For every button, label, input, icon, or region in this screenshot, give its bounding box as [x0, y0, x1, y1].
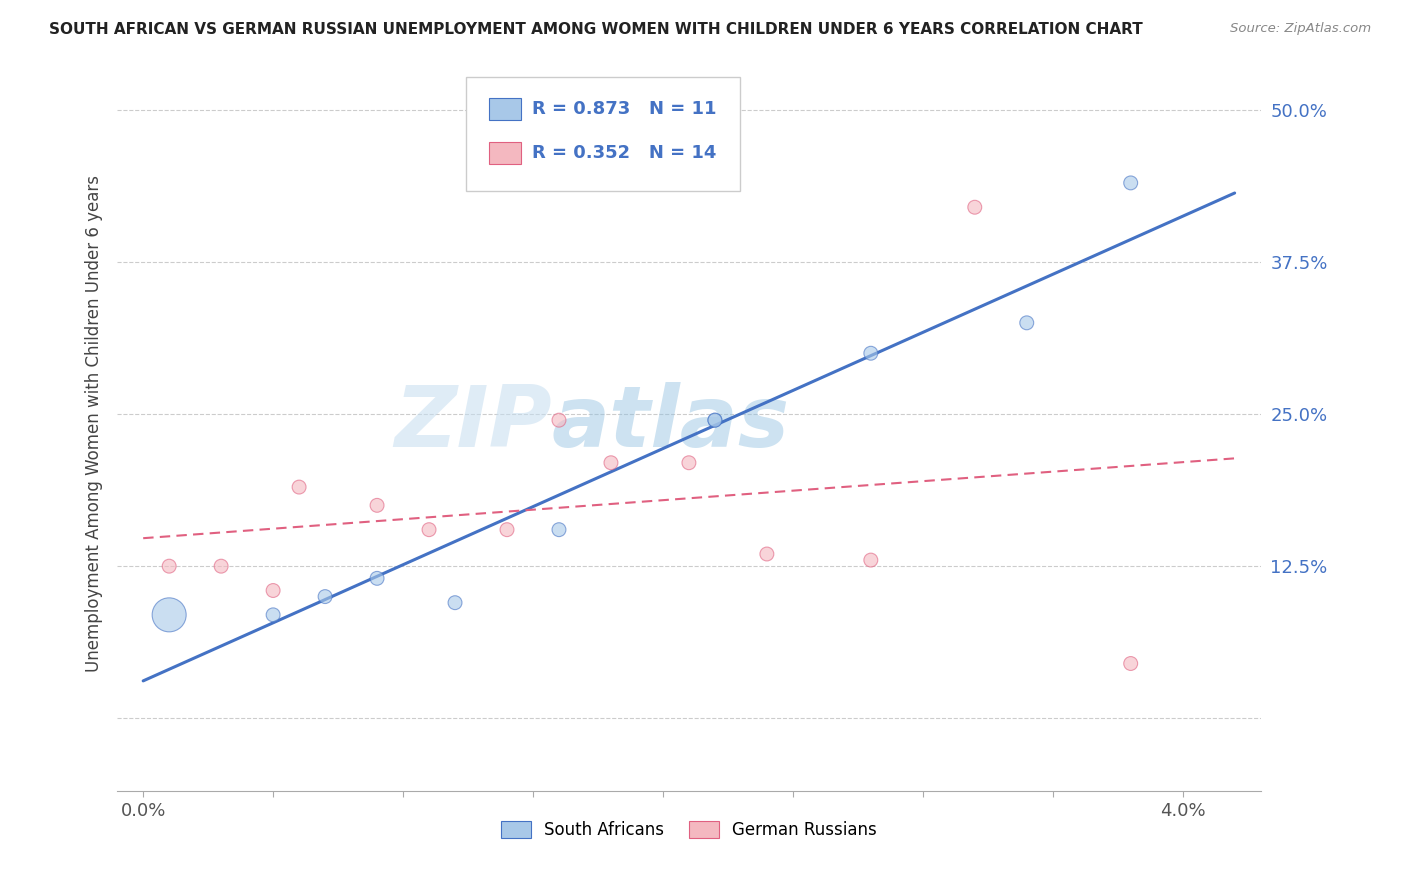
- Point: [703, 413, 725, 427]
- Point: [859, 346, 882, 360]
- Text: Source: ZipAtlas.com: Source: ZipAtlas.com: [1230, 22, 1371, 36]
- Point: [496, 523, 519, 537]
- Point: [314, 590, 336, 604]
- Point: [157, 559, 180, 574]
- Bar: [489, 98, 520, 120]
- Point: [548, 413, 571, 427]
- Point: [1015, 316, 1038, 330]
- Point: [418, 523, 440, 537]
- Text: SOUTH AFRICAN VS GERMAN RUSSIAN UNEMPLOYMENT AMONG WOMEN WITH CHILDREN UNDER 6 Y: SOUTH AFRICAN VS GERMAN RUSSIAN UNEMPLOY…: [49, 22, 1143, 37]
- Point: [859, 553, 882, 567]
- Point: [288, 480, 311, 494]
- Point: [366, 571, 388, 585]
- Y-axis label: Unemployment Among Women with Children Under 6 years: Unemployment Among Women with Children U…: [86, 175, 103, 672]
- Point: [963, 200, 986, 214]
- Point: [600, 456, 623, 470]
- Point: [444, 596, 467, 610]
- FancyBboxPatch shape: [465, 78, 741, 191]
- Text: ZIP: ZIP: [394, 382, 551, 465]
- Text: R = 0.352   N = 14: R = 0.352 N = 14: [533, 144, 717, 162]
- Point: [366, 499, 388, 513]
- Point: [678, 456, 700, 470]
- Point: [157, 607, 180, 622]
- Point: [209, 559, 232, 574]
- Point: [755, 547, 778, 561]
- Point: [703, 413, 725, 427]
- Bar: [489, 142, 520, 164]
- Point: [262, 583, 284, 598]
- Text: R = 0.873   N = 11: R = 0.873 N = 11: [533, 100, 717, 118]
- Point: [262, 607, 284, 622]
- Text: atlas: atlas: [551, 382, 790, 465]
- Legend: South Africans, German Russians: South Africans, German Russians: [494, 814, 884, 846]
- Point: [548, 523, 571, 537]
- Point: [1119, 176, 1142, 190]
- Point: [1119, 657, 1142, 671]
